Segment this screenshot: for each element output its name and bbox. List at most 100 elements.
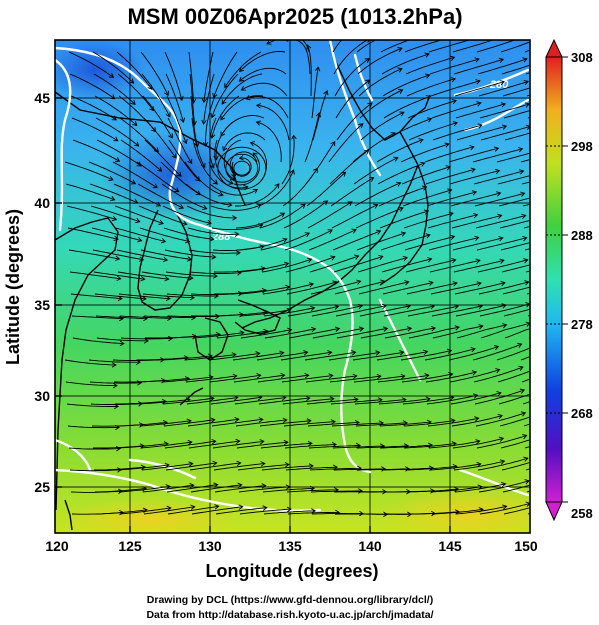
streamline-arrow bbox=[149, 106, 155, 112]
streamline bbox=[142, 293, 195, 299]
streamline-arrow bbox=[520, 191, 526, 197]
streamline bbox=[64, 161, 114, 181]
streamline-arrow bbox=[329, 396, 335, 402]
streamline bbox=[352, 351, 404, 361]
streamline-arrow bbox=[252, 152, 258, 158]
streamline-arrow bbox=[569, 213, 573, 217]
streamline bbox=[288, 328, 340, 339]
streamline bbox=[141, 463, 193, 471]
streamline-arrow bbox=[237, 482, 243, 488]
plot-area: 288 280 bbox=[55, 40, 576, 533]
streamline bbox=[381, 467, 434, 471]
streamline bbox=[377, 374, 429, 383]
streamline-arrow bbox=[426, 117, 433, 123]
streamline bbox=[112, 161, 158, 189]
streamline-arrow bbox=[283, 439, 289, 446]
streamline-arrow bbox=[453, 486, 459, 493]
streamline bbox=[479, 303, 530, 317]
streamline bbox=[258, 397, 310, 405]
streamline-arrow bbox=[476, 281, 482, 287]
x-tick-label: 135 bbox=[278, 538, 302, 554]
streamline-arrow bbox=[501, 303, 507, 309]
streamline-arrow bbox=[287, 327, 293, 334]
streamline bbox=[306, 171, 346, 207]
streamline-arrow bbox=[289, 169, 295, 175]
streamline-arrow bbox=[195, 176, 201, 182]
streamline bbox=[524, 49, 530, 53]
streamline bbox=[120, 139, 162, 172]
streamline-arrow bbox=[190, 98, 197, 104]
streamline bbox=[235, 183, 280, 207]
streamline-arrow bbox=[367, 102, 373, 108]
x-tick-label: 130 bbox=[198, 538, 222, 554]
streamline-arrow bbox=[399, 350, 405, 356]
streamline bbox=[144, 139, 182, 177]
streamline bbox=[95, 117, 139, 147]
streamline bbox=[329, 375, 381, 383]
streamline bbox=[503, 507, 530, 515]
streamline bbox=[500, 41, 530, 53]
streamline bbox=[92, 249, 144, 261]
streamline-arrow bbox=[221, 99, 227, 105]
streamline bbox=[478, 281, 529, 295]
streamline bbox=[474, 389, 525, 405]
streamline bbox=[455, 505, 507, 515]
streamline bbox=[261, 465, 314, 471]
streamline-arrow bbox=[566, 385, 571, 389]
streamline-arrow bbox=[422, 185, 428, 191]
streamline-arrow bbox=[376, 229, 382, 235]
streamline-arrow bbox=[333, 304, 340, 310]
streamline-arrow bbox=[260, 461, 266, 467]
streamline bbox=[68, 51, 114, 78]
streamline-arrow bbox=[138, 256, 145, 262]
streamline-arrow bbox=[164, 90, 169, 97]
streamline bbox=[118, 485, 170, 493]
streamline bbox=[307, 421, 360, 427]
streamline bbox=[401, 166, 451, 185]
streamline bbox=[403, 212, 454, 229]
streamline bbox=[377, 162, 425, 185]
streamline bbox=[191, 506, 243, 515]
streamline bbox=[88, 359, 141, 363]
streamline bbox=[264, 328, 316, 339]
streamline-arrow bbox=[398, 206, 404, 212]
streamline bbox=[238, 486, 290, 493]
streamline bbox=[452, 40, 495, 53]
streamline-arrow bbox=[129, 78, 135, 84]
streamline-arrow bbox=[165, 112, 171, 118]
low-pressure-swirl bbox=[217, 146, 267, 190]
streamline-arrow bbox=[517, 342, 523, 348]
streamline bbox=[117, 464, 169, 471]
streamline bbox=[257, 374, 309, 383]
streamline-arrow bbox=[137, 237, 143, 243]
streamline-arrow bbox=[381, 466, 387, 472]
streamline-arrow bbox=[500, 280, 506, 287]
streamline bbox=[211, 418, 263, 427]
streamline-arrow bbox=[472, 393, 479, 399]
streamline-arrow bbox=[212, 460, 218, 467]
streamline-arrow bbox=[212, 92, 218, 99]
credit-data-source: Data from http://database.rish.kyoto-u.a… bbox=[146, 609, 433, 621]
streamline bbox=[502, 484, 530, 493]
streamline-arrow bbox=[291, 134, 297, 140]
streamline bbox=[214, 485, 266, 493]
streamline-arrow bbox=[423, 349, 429, 356]
streamline-arrow bbox=[201, 119, 207, 125]
streamline-arrow bbox=[572, 300, 576, 304]
streamline bbox=[477, 58, 528, 75]
streamline-arrow bbox=[500, 102, 507, 108]
streamline bbox=[401, 373, 453, 383]
streamline-arrow bbox=[418, 138, 424, 144]
streamline-arrow bbox=[111, 115, 117, 121]
streamline bbox=[209, 117, 217, 168]
streamline bbox=[211, 224, 263, 231]
streamline bbox=[354, 182, 401, 207]
streamline-arrow bbox=[303, 350, 309, 356]
streamline-arrow bbox=[136, 161, 142, 167]
streamline-arrow bbox=[110, 94, 116, 100]
streamline-arrow bbox=[406, 326, 413, 332]
streamline bbox=[456, 125, 507, 141]
streamline-arrow bbox=[231, 352, 237, 358]
streamline-arrow bbox=[449, 395, 455, 401]
streamline bbox=[496, 152, 530, 163]
